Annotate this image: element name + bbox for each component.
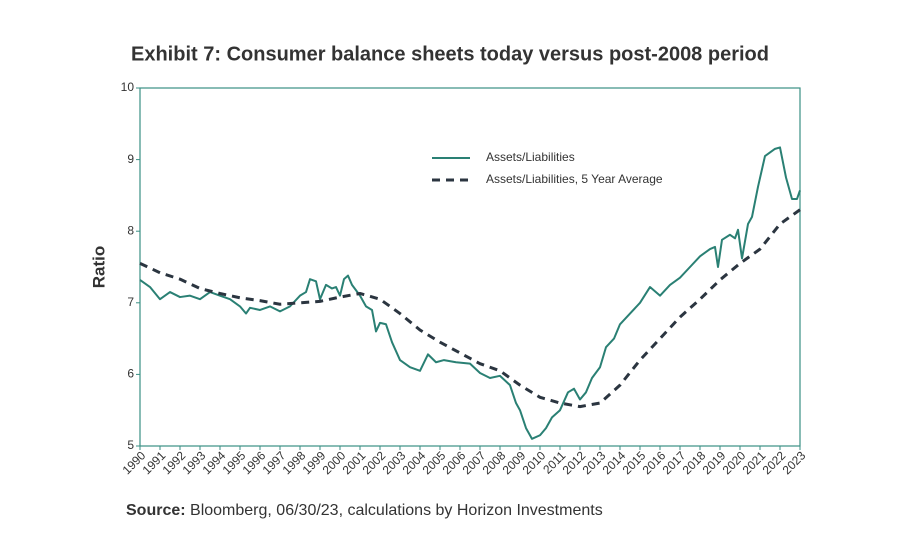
y-tick-label: 8	[127, 223, 134, 237]
y-tick-label: 10	[121, 80, 135, 94]
y-tick-label: 5	[127, 438, 134, 452]
plot-frame	[139, 87, 801, 447]
source-text: Bloomberg, 06/30/23, calculations by Hor…	[190, 502, 603, 519]
data-line	[139, 146, 801, 440]
source-label: Source:	[126, 502, 186, 519]
legend-label: Assets/Liabilities, 5 Year Average	[486, 172, 663, 186]
legend-label: Assets/Liabilities	[486, 150, 575, 164]
data-line	[139, 208, 801, 409]
y-tick-label: 9	[127, 152, 134, 166]
source: Source: Bloomberg, 06/30/23, calculation…	[126, 502, 603, 519]
x-tick-label: 2023	[780, 448, 809, 477]
y-tick-label: 6	[127, 367, 134, 381]
y-tick-label: 7	[127, 295, 134, 309]
chart-title: Exhibit 7: Consumer balance sheets today…	[131, 43, 769, 65]
y-axis-label: Ratio	[89, 246, 108, 289]
